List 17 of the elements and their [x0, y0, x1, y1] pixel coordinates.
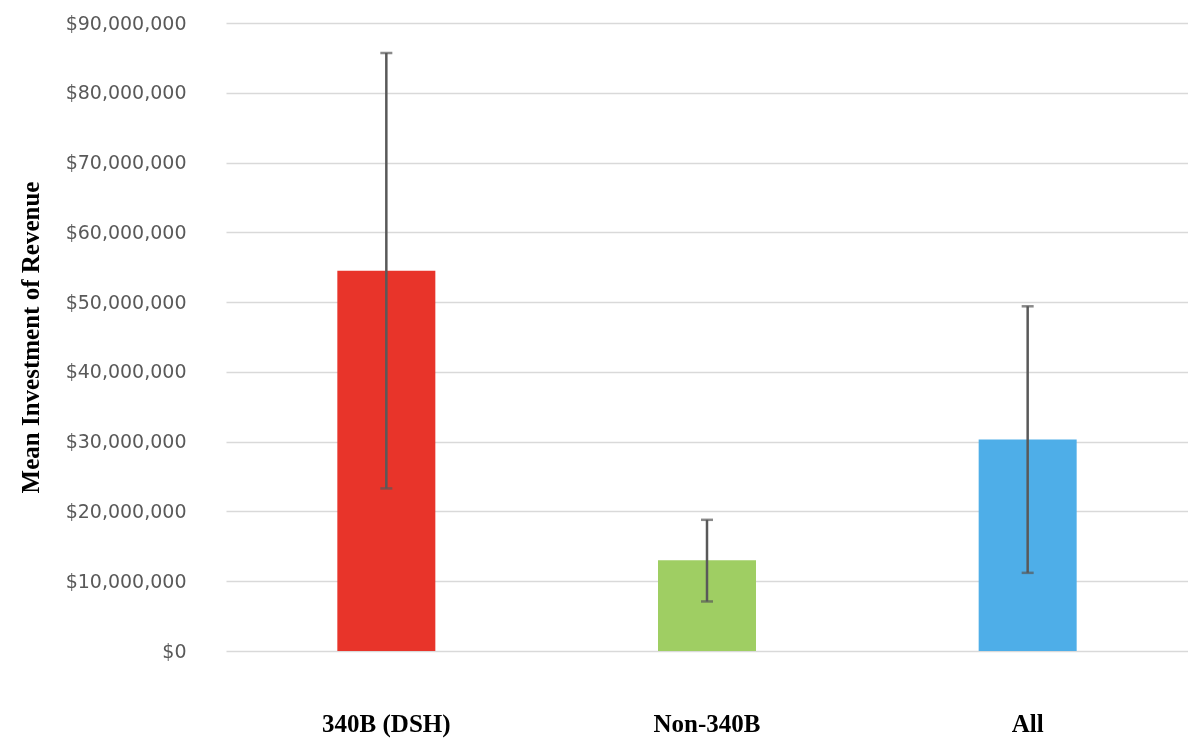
- y-tick-label: $20,000,000: [65, 499, 187, 522]
- y-tick-label: $70,000,000: [65, 151, 187, 174]
- y-tick-label: $10,000,000: [65, 569, 187, 592]
- y-tick-label: $80,000,000: [65, 81, 187, 104]
- y-tick-label: $30,000,000: [65, 430, 187, 453]
- y-axis-title: Mean Investment of Revenue: [16, 181, 44, 494]
- y-tick-label: $60,000,000: [65, 220, 187, 243]
- y-tick-label: $50,000,000: [65, 290, 187, 313]
- y-tick-label: $40,000,000: [65, 360, 187, 383]
- x-tick-label: 340B (DSH): [322, 709, 451, 738]
- x-tick-label: All: [1011, 709, 1044, 737]
- y-tick-label: $0: [162, 639, 187, 662]
- bar: [337, 270, 436, 651]
- bar: [978, 439, 1077, 651]
- bar: [658, 560, 756, 651]
- y-tick-label: $90,000,000: [65, 11, 187, 34]
- x-tick-label: Non-340B: [653, 709, 761, 737]
